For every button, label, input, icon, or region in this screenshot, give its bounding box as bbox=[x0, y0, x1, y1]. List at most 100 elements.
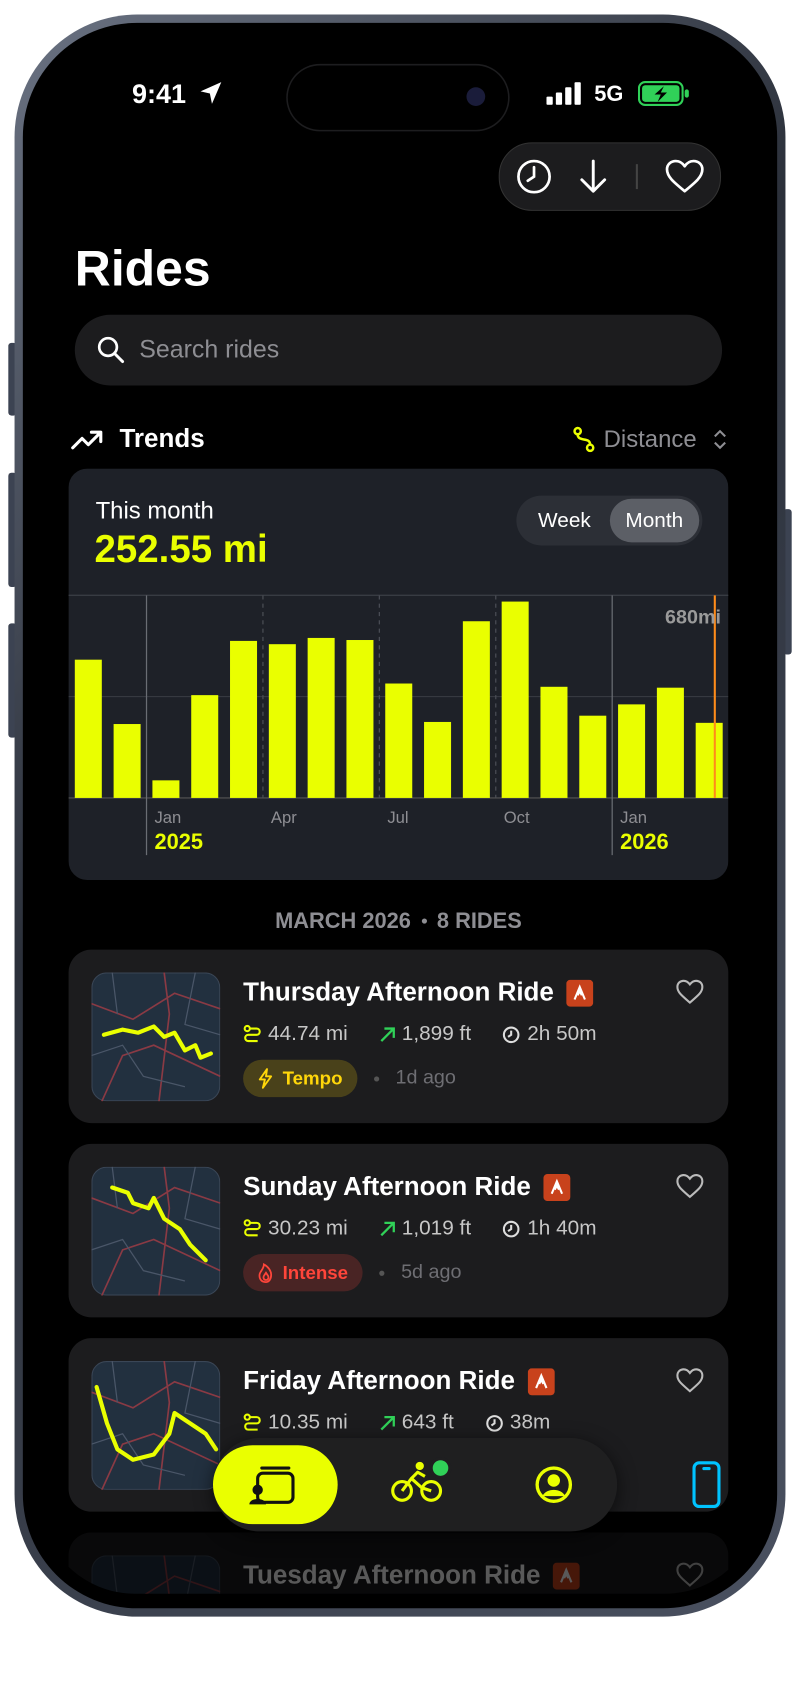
trends-title: Trends bbox=[119, 423, 205, 453]
elevation-icon bbox=[380, 1026, 395, 1042]
chart-card: Jan 2025 Apr Jul Oct Jan 2026 680mi bbox=[68, 468, 729, 880]
strava-badge bbox=[543, 1173, 571, 1201]
route-map bbox=[91, 1555, 221, 1594]
x-tick-label: Jan bbox=[620, 808, 647, 827]
side-button bbox=[8, 623, 17, 738]
ride-distance: 10.35 mi bbox=[268, 1410, 348, 1434]
distance-icon bbox=[243, 1218, 261, 1236]
ride-distance: 44.74 mi bbox=[268, 1022, 348, 1046]
period-value: 252.55 mi bbox=[94, 527, 268, 571]
page: 9:41 5G Rides Search rides Trends Distan… bbox=[8, 14, 792, 1617]
search-placeholder: Search rides bbox=[139, 335, 280, 364]
battery-icon bbox=[637, 81, 689, 106]
ride-stats: 30.23 mi 1,019 ft 1h 40m bbox=[243, 1216, 597, 1241]
favorite-button[interactable] bbox=[675, 979, 704, 1005]
ride-stats: 44.74 mi 1,899 ft 2h 50m bbox=[243, 1022, 597, 1046]
bar bbox=[501, 601, 529, 798]
tab-rides[interactable] bbox=[212, 1445, 338, 1525]
effort-label: Intense bbox=[282, 1261, 349, 1283]
metric-icon bbox=[573, 426, 595, 453]
bar bbox=[307, 637, 335, 798]
bar bbox=[618, 704, 646, 798]
x-tick-label: Jan bbox=[154, 808, 181, 827]
ride-elevation: 643 ft bbox=[401, 1410, 454, 1434]
ride-title-row: Thursday Afternoon Ride bbox=[243, 977, 594, 1008]
ride-duration: 38m bbox=[509, 1410, 551, 1434]
side-button bbox=[8, 472, 17, 588]
divider bbox=[635, 164, 638, 190]
device-icon bbox=[692, 1461, 721, 1509]
ride-card[interactable]: Thursday Afternoon Ride 44.74 mi 1,899 f… bbox=[68, 949, 729, 1124]
bar bbox=[346, 640, 374, 798]
page-title: Rides bbox=[74, 242, 211, 298]
separator-dot bbox=[379, 1270, 385, 1276]
toggle-option[interactable]: Month bbox=[609, 498, 700, 543]
route-map bbox=[91, 1361, 221, 1490]
favorites-button[interactable] bbox=[665, 159, 704, 194]
ride-duration: 1h 40m bbox=[527, 1216, 597, 1240]
search-icon bbox=[97, 336, 125, 364]
signal-icon bbox=[546, 82, 581, 105]
ride-card[interactable]: Tuesday Afternoon Ride bbox=[68, 1532, 729, 1594]
x-tick-label: Jul bbox=[387, 808, 408, 827]
route-map bbox=[91, 972, 221, 1102]
duration-icon bbox=[485, 1414, 503, 1432]
history-button[interactable] bbox=[515, 158, 552, 195]
max-label: 680mi bbox=[665, 606, 721, 628]
toggle-option[interactable]: Week bbox=[538, 508, 591, 532]
ride-title: Tuesday Afternoon Ride bbox=[243, 1560, 541, 1590]
trends-icon bbox=[71, 430, 103, 450]
ride-card[interactable]: Sunday Afternoon Ride 30.23 mi 1,019 ft … bbox=[68, 1143, 729, 1318]
camera bbox=[466, 87, 486, 106]
bar bbox=[695, 722, 723, 798]
ride-title-row: Tuesday Afternoon Ride bbox=[243, 1561, 580, 1591]
duration-icon bbox=[503, 1220, 520, 1237]
tab-profile[interactable] bbox=[534, 1465, 573, 1504]
favorite-button[interactable] bbox=[675, 1562, 704, 1588]
bar bbox=[462, 621, 490, 798]
strava-badge bbox=[552, 1562, 580, 1590]
favorite-button[interactable] bbox=[675, 1367, 704, 1393]
section-header: MARCH 2026 8 RIDES bbox=[69, 910, 729, 932]
side-button bbox=[8, 342, 17, 416]
ride-title-row: Sunday Afternoon Ride bbox=[243, 1172, 571, 1202]
network-label: 5G bbox=[594, 82, 624, 106]
bar bbox=[74, 659, 102, 798]
duration-icon bbox=[503, 1025, 520, 1043]
distance-icon bbox=[243, 1024, 261, 1042]
toolbar bbox=[498, 142, 722, 211]
bar bbox=[656, 687, 684, 798]
side-button bbox=[783, 509, 792, 655]
ride-meta: Intense 5d ago bbox=[243, 1254, 461, 1292]
bar bbox=[230, 640, 258, 798]
distance-icon bbox=[243, 1412, 261, 1431]
sort-button[interactable] bbox=[576, 158, 611, 195]
ride-title: Thursday Afternoon Ride bbox=[243, 977, 554, 1007]
ride-meta: Tempo 1d ago bbox=[243, 1059, 456, 1098]
separator-dot bbox=[373, 1075, 379, 1082]
metric-selector[interactable]: Distance bbox=[603, 424, 697, 452]
year-label: 2025 bbox=[154, 829, 203, 854]
elevation-icon bbox=[380, 1221, 395, 1236]
ride-title-row: Friday Afternoon Ride bbox=[243, 1366, 555, 1396]
x-tick-label: Oct bbox=[504, 808, 530, 827]
location-icon bbox=[200, 82, 222, 104]
ride-ago: 1d ago bbox=[395, 1067, 456, 1089]
rides-tab-icon bbox=[249, 1466, 295, 1505]
route-map bbox=[91, 1166, 221, 1296]
bar bbox=[385, 683, 413, 798]
bar bbox=[268, 644, 296, 798]
ride-elevation: 1,899 ft bbox=[401, 1022, 472, 1046]
section-month: MARCH 2026 bbox=[275, 909, 411, 933]
search-bar[interactable] bbox=[74, 314, 723, 386]
bar bbox=[424, 721, 452, 798]
status-time: 9:41 bbox=[131, 77, 187, 110]
effort-icon bbox=[258, 1262, 273, 1283]
bar bbox=[152, 780, 180, 798]
ride-stats: 10.35 mi 643 ft 38m bbox=[243, 1411, 550, 1435]
tab-ride[interactable] bbox=[391, 1457, 455, 1505]
elevation-icon bbox=[380, 1415, 395, 1430]
favorite-button[interactable] bbox=[675, 1173, 704, 1199]
effort-icon bbox=[258, 1068, 273, 1089]
section-count: 8 RIDES bbox=[436, 909, 522, 933]
